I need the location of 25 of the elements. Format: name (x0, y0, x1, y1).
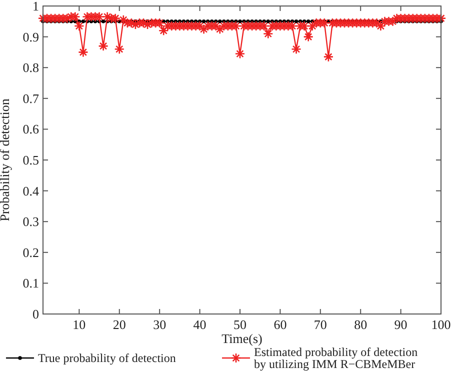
x-tick-label: 80 (354, 317, 368, 332)
x-tick-label: 30 (153, 317, 166, 332)
x-axis-title: Time(s) (222, 331, 262, 346)
y-axis-title: Probability of detection (0, 98, 12, 222)
x-tick-label: 10 (72, 317, 86, 332)
y-tick-label: 0.4 (22, 183, 40, 198)
x-tick-label: 100 (431, 317, 451, 332)
x-tick-label: 70 (314, 317, 327, 332)
y-tick-label: 0.8 (22, 60, 39, 76)
x-tick-label: 90 (394, 317, 408, 332)
y-tick-label: 0.5 (22, 152, 39, 168)
y-tick-label: 0.6 (22, 122, 40, 137)
y-tick-label: 0.1 (22, 276, 39, 291)
legend-label: True probability of detection (38, 351, 176, 365)
y-tick-label: 1 (32, 0, 39, 14)
y-tick-label: 0.2 (22, 244, 39, 260)
x-tick-label: 40 (193, 317, 206, 332)
x-tick-label: 20 (112, 317, 126, 332)
x-tick-label: 50 (233, 317, 246, 332)
y-tick-label: 0.7 (22, 90, 40, 106)
y-tick-label: 0 (32, 306, 39, 322)
legend-label: Estimated probability of detection by utilizing IMM R−CBMeMBer (254, 345, 418, 371)
y-tick-label: 0.3 (22, 214, 39, 230)
y-tick-label: 0.9 (22, 29, 39, 44)
x-tick-label: 60 (274, 317, 287, 332)
